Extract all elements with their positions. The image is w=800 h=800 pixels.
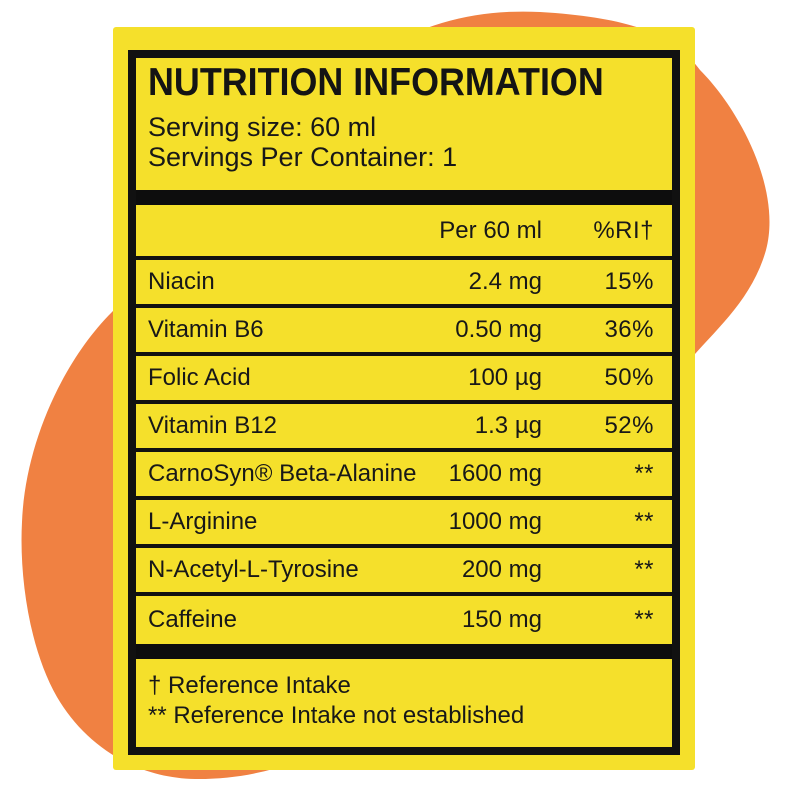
nutrient-pct: ** <box>634 460 654 487</box>
nutrient-name: Vitamin B12 <box>148 412 277 439</box>
nutrient-amount: 0.50 mg <box>455 316 542 343</box>
table-row: CarnoSyn® Beta-Alanine 1600 mg ** <box>136 452 672 500</box>
nutrient-name: Folic Acid <box>148 364 251 391</box>
nutrient-name: L-Arginine <box>148 508 258 535</box>
nutrient-pct: ** <box>634 556 654 583</box>
divider-bar-top <box>136 190 672 205</box>
serving-size: Serving size: 60 ml <box>148 112 377 142</box>
nutrient-name: Caffeine <box>148 606 237 633</box>
table-row: N-Acetyl-L-Tyrosine 200 mg ** <box>136 548 672 596</box>
table-row: Vitamin B6 0.50 mg 36% <box>136 308 672 356</box>
nutrient-pct: 36% <box>604 316 654 343</box>
header-amount: Per 60 ml <box>439 216 542 244</box>
nutrient-name: Niacin <box>148 268 215 295</box>
serving-info: Serving size: 60 ml Servings Per Contain… <box>148 112 672 172</box>
nutrient-pct: ** <box>634 508 654 535</box>
table-header-row: Per 60 ml %RI† <box>136 205 672 260</box>
nutrient-name: CarnoSyn® Beta-Alanine <box>148 460 417 487</box>
nutrient-pct: 52% <box>604 412 654 439</box>
divider-bar-bottom <box>136 644 672 659</box>
footnote-not-established: ** Reference Intake not established <box>148 702 525 729</box>
nutrient-amount: 1.3 µg <box>474 412 542 439</box>
table-row: L-Arginine 1000 mg ** <box>136 500 672 548</box>
nutrient-amount: 1000 mg <box>448 508 542 535</box>
nutrient-amount: 200 mg <box>461 556 542 583</box>
nutrient-pct: ** <box>634 606 654 633</box>
nutrient-pct: 50% <box>604 364 654 391</box>
header-pct: %RI† <box>593 216 654 244</box>
label-content: NUTRITION INFORMATION Serving size: 60 m… <box>136 58 672 747</box>
nutrient-amount: 150 mg <box>461 606 542 633</box>
nutrient-name: Vitamin B6 <box>148 316 264 343</box>
nutrient-amount: 1600 mg <box>448 460 542 487</box>
footnotes: † Reference Intake ** Reference Intake n… <box>148 671 672 731</box>
nutrient-amount: 100 µg <box>468 364 542 391</box>
nutrient-pct: 15% <box>604 268 654 295</box>
table-row: Vitamin B12 1.3 µg 52% <box>136 404 672 452</box>
servings-per-container: Servings Per Container: 1 <box>148 142 458 172</box>
label-title: NUTRITION INFORMATION <box>148 61 604 104</box>
nutrient-name: N-Acetyl-L-Tyrosine <box>148 556 359 583</box>
nutrient-amount: 2.4 mg <box>468 268 542 295</box>
table-row: Niacin 2.4 mg 15% <box>136 260 672 308</box>
nutrition-label: NUTRITION INFORMATION Serving size: 60 m… <box>113 27 695 770</box>
table-row: Caffeine 150 mg ** <box>136 596 672 644</box>
label-border-box: NUTRITION INFORMATION Serving size: 60 m… <box>128 50 680 755</box>
table-row: Folic Acid 100 µg 50% <box>136 356 672 404</box>
footnote-reference-intake: † Reference Intake <box>148 672 351 699</box>
